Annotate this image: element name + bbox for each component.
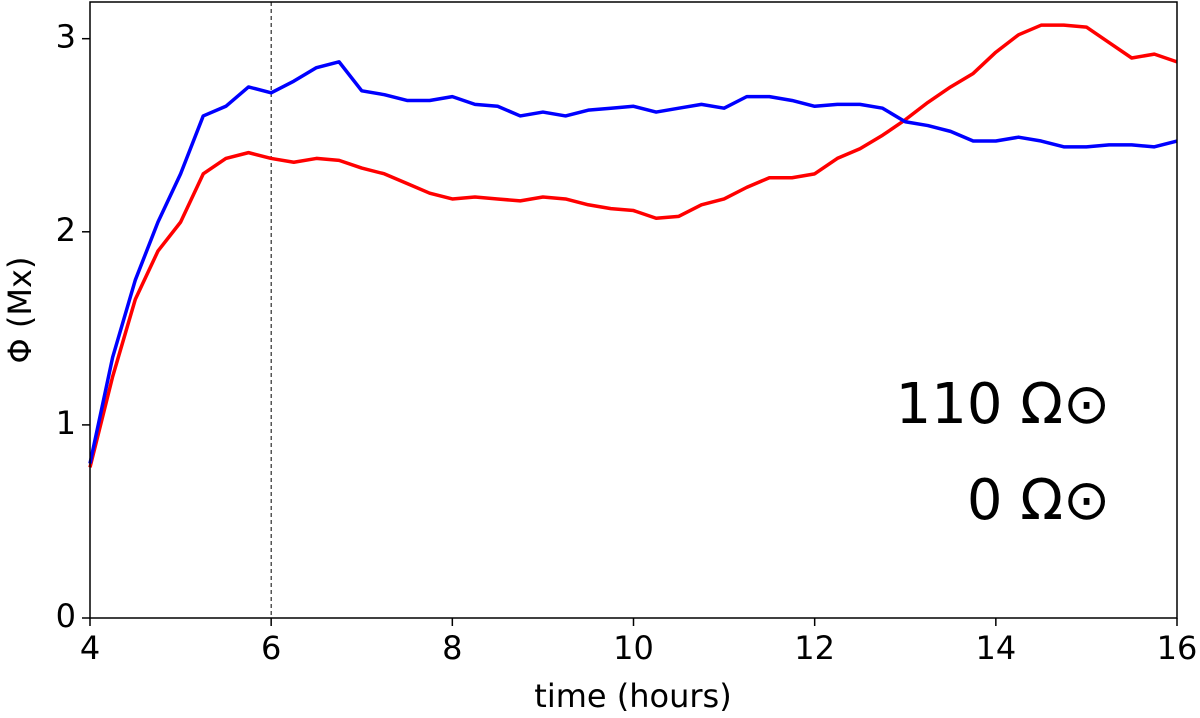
x-tick-label: 16 — [1157, 629, 1198, 667]
legend-label: 0 Ω⊙ — [967, 468, 1110, 533]
x-tick-label: 12 — [794, 629, 835, 667]
x-tick-label: 8 — [442, 629, 462, 667]
y-tick-label: 0 — [56, 597, 76, 635]
legend-label: 110 Ω⊙ — [896, 372, 1110, 437]
x-tick-label: 14 — [975, 629, 1016, 667]
data-line — [88, 60, 1178, 464]
x-tick-label: 6 — [261, 629, 281, 667]
y-tick-label: 3 — [56, 18, 76, 56]
x-axis-label: time (hours) — [534, 677, 731, 715]
y-tick-label: 2 — [56, 211, 76, 249]
y-tick-label: 1 — [56, 404, 76, 442]
y-axis-label: Φ (Mx) — [1, 257, 39, 364]
x-tick-label: 10 — [613, 629, 654, 667]
x-tick-label: 4 — [80, 629, 100, 667]
plot-frame — [89, 1, 1178, 619]
data-line — [88, 23, 1178, 468]
